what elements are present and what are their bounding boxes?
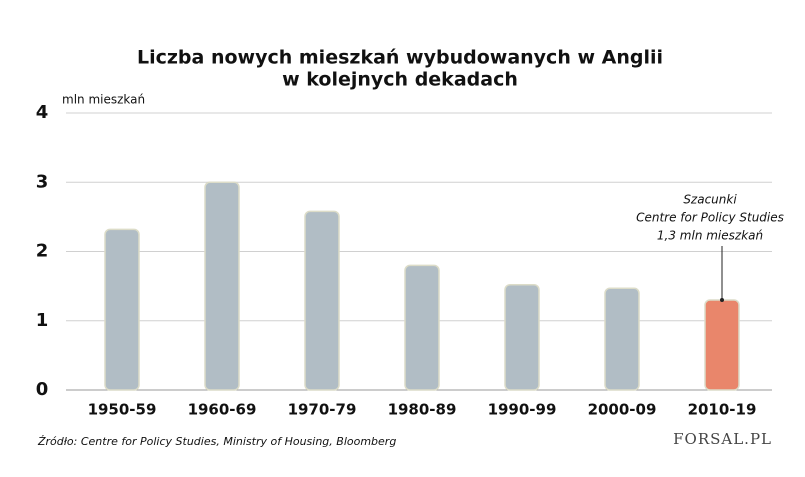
x-tick-label: 1970-79 (288, 401, 357, 419)
bar (204, 181, 240, 391)
chart-title: w kolejnych dekadach (282, 69, 518, 91)
y-tick-label: 2 (36, 241, 49, 262)
x-tick-label: 1990-99 (488, 401, 557, 419)
y-tick-label: 0 (36, 379, 49, 400)
x-tick-label: 1980-89 (388, 401, 457, 419)
bar (504, 283, 540, 391)
y-tick-label: 1 (36, 310, 49, 331)
annotation: Szacunki (683, 193, 737, 207)
y-axis-label: mln mieszkań (62, 93, 145, 107)
annotation: Centre for Policy Studies (636, 211, 784, 225)
x-tick-label: 1960-69 (188, 401, 257, 419)
source: Źródło: Centre for Policy Studies, Minis… (37, 435, 396, 448)
chart-title: Liczba nowych mieszkań wybudowanych w An… (137, 47, 663, 69)
logo: FORSAL.PL (673, 430, 772, 448)
bar (304, 210, 340, 391)
y-tick-label: 4 (36, 102, 49, 123)
x-tick-label: 2000-09 (588, 401, 657, 419)
y-tick-label: 3 (36, 171, 49, 192)
x-tick-label: 2010-19 (688, 401, 757, 419)
bar (404, 264, 440, 391)
x-tick-label: 1950-59 (88, 401, 157, 419)
bar (104, 228, 140, 391)
bar (704, 299, 740, 391)
bar (604, 287, 640, 391)
annotation-dot (720, 297, 724, 302)
annotation: 1,3 mln mieszkań (657, 229, 763, 243)
